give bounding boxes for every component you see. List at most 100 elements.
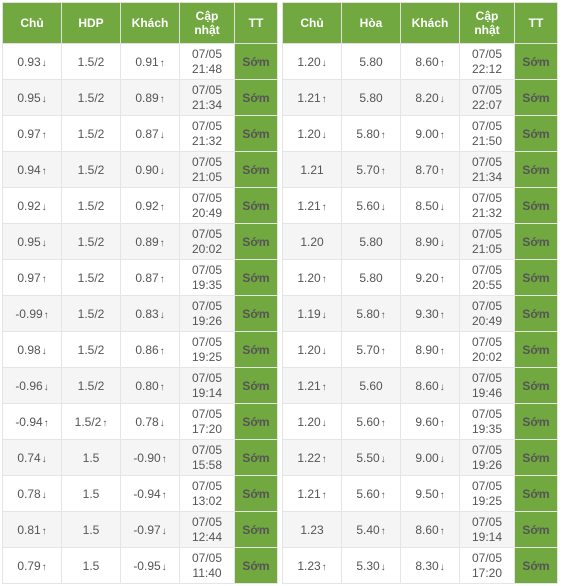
cell-hdp: 1.5/2 [62,332,121,368]
cell-chu: 0.97↑ [3,116,62,152]
table-row: 1.20↓5.60↑9.60↑07/0519:35Sớm [283,404,558,440]
cell-tt[interactable]: Sớm [515,368,558,404]
cell-tt[interactable]: Sớm [515,476,558,512]
cell-tt[interactable]: Sớm [235,332,278,368]
cell-time: 07/0520:49 [460,296,515,332]
arrow-up-icon: ↑ [160,382,165,393]
table-row: 1.215.70↑8.70↑07/0521:34Sớm [283,152,558,188]
cell-time: 07/0519:14 [460,512,515,548]
cell-tt[interactable]: Sớm [515,404,558,440]
arrow-up-icon: ↑ [381,310,386,321]
table-row: -0.94↑1.5/2↑0.78↓07/0517:20Sớm [3,404,278,440]
cell-hdp: 1.5/2 [62,44,121,80]
table-row: 1.21↑5.60↓8.50↓07/0521:32Sớm [283,188,558,224]
table-row: 0.79↑1.5-0.95↓07/0511:40Sớm [3,548,278,584]
cell-tt[interactable]: Sớm [235,296,278,332]
cell-khach: 0.90↓ [121,152,180,188]
table-row: 1.235.40↑8.60↑07/0519:14Sớm [283,512,558,548]
cell-tt[interactable]: Sớm [515,260,558,296]
cell-chu: 1.21↑ [283,80,342,116]
arrow-down-icon: ↓ [44,382,49,393]
cell-time: 07/0521:48 [180,44,235,80]
cell-tt[interactable]: Sớm [515,44,558,80]
cell-hdp: 1.5/2 [62,260,121,296]
cell-tt[interactable]: Sớm [235,152,278,188]
cell-tt[interactable]: Sớm [515,224,558,260]
table-row: 0.95↓1.5/20.89↑07/0521:34Sớm [3,80,278,116]
cell-hdp: 1.5 [62,548,121,584]
cell-tt[interactable]: Sớm [235,224,278,260]
cell-chu: 1.21 [283,152,342,188]
cell-tt[interactable]: Sớm [235,44,278,80]
table-row: 1.21↑5.608.60↓07/0519:46Sớm [283,368,558,404]
arrow-up-icon: ↑ [44,418,49,429]
cell-tt[interactable]: Sớm [235,116,278,152]
cell-chu: 1.19↓ [283,296,342,332]
cell-time: 07/0521:32 [460,188,515,224]
cell-chu: 1.21↑ [283,368,342,404]
arrow-down-icon: ↓ [381,562,386,573]
cell-tt[interactable]: Sớm [515,80,558,116]
arrow-down-icon: ↓ [160,130,165,141]
arrow-up-icon: ↑ [381,130,386,141]
cell-tt[interactable]: Sớm [235,440,278,476]
cell-hoa: 5.80 [342,224,401,260]
table-row: 1.20↓5.70↑8.90↑07/0520:02Sớm [283,332,558,368]
cell-tt[interactable]: Sớm [235,368,278,404]
arrow-up-icon: ↑ [160,58,165,69]
cell-time: 07/0521:50 [460,116,515,152]
table-row: 0.94↑1.5/20.90↓07/0521:05Sớm [3,152,278,188]
arrow-up-icon: ↑ [381,526,386,537]
cell-hoa: 5.40↑ [342,512,401,548]
cell-chu: 0.95↓ [3,80,62,116]
cell-tt[interactable]: Sớm [235,80,278,116]
arrow-up-icon: ↑ [160,274,165,285]
cell-tt[interactable]: Sớm [515,548,558,584]
arrow-down-icon: ↓ [440,238,445,249]
arrow-down-icon: ↓ [440,382,445,393]
cell-khach: 8.60↓ [401,368,460,404]
cell-chu: 1.20↑ [283,260,342,296]
cell-chu: 1.21↑ [283,476,342,512]
arrow-down-icon: ↓ [440,94,445,105]
cell-tt[interactable]: Sớm [515,512,558,548]
arrow-up-icon: ↑ [162,490,167,501]
cell-khach: 0.87↑ [121,260,180,296]
arrow-up-icon: ↑ [381,490,386,501]
col-hoa: Hòa [342,3,401,44]
cell-time: 07/0520:49 [180,188,235,224]
cell-hoa: 5.60 [342,368,401,404]
cell-chu: 1.22↑ [283,440,342,476]
cell-tt[interactable]: Sớm [515,188,558,224]
cell-tt[interactable]: Sớm [235,260,278,296]
odds-table-left: Chủ HDP Khách Cập nhật TT 0.93↓1.5/20.91… [2,2,278,584]
cell-time: 07/0520:02 [460,332,515,368]
cell-tt[interactable]: Sớm [235,548,278,584]
arrow-up-icon: ↑ [102,418,107,429]
cell-khach: -0.90↑ [121,440,180,476]
cell-tt[interactable]: Sớm [235,476,278,512]
cell-chu: 1.23↑ [283,548,342,584]
cell-tt[interactable]: Sớm [515,116,558,152]
cell-tt[interactable]: Sớm [515,296,558,332]
cell-khach: 0.87↓ [121,116,180,152]
cell-tt[interactable]: Sớm [235,404,278,440]
cell-tt[interactable]: Sớm [515,332,558,368]
cell-hoa: 5.60↑ [342,404,401,440]
arrow-up-icon: ↑ [322,382,327,393]
table-row: 0.92↓1.5/20.92↑07/0520:49Sớm [3,188,278,224]
cell-time: 07/0512:44 [180,512,235,548]
cell-chu: -0.99↑ [3,296,62,332]
cell-chu: 1.20↓ [283,116,342,152]
arrow-up-icon: ↑ [162,454,167,465]
cell-tt[interactable]: Sớm [515,152,558,188]
table-row: 1.21↑5.808.20↓07/0522:07Sớm [283,80,558,116]
cell-tt[interactable]: Sớm [235,512,278,548]
cell-time: 07/0521:34 [180,80,235,116]
cell-tt[interactable]: Sớm [515,440,558,476]
cell-hdp: 1.5 [62,440,121,476]
cell-tt[interactable]: Sớm [235,188,278,224]
table-row: 0.74↓1.5-0.90↑07/0515:58Sớm [3,440,278,476]
cell-time: 07/0519:25 [180,332,235,368]
cell-hoa: 5.80↑ [342,296,401,332]
